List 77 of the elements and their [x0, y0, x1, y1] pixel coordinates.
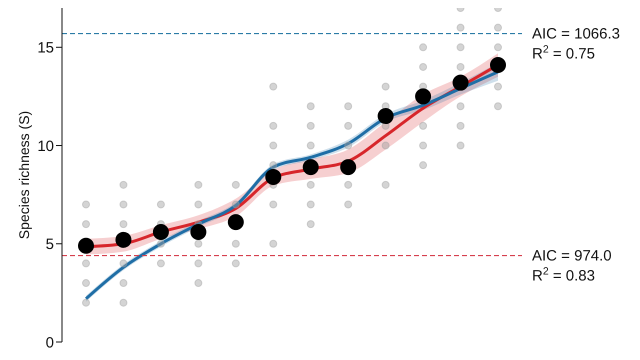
point [82, 279, 90, 288]
point [456, 102, 465, 110]
point [119, 259, 128, 268]
point [82, 200, 90, 208]
point [419, 161, 428, 170]
point [194, 259, 202, 268]
point [119, 279, 128, 288]
point [378, 108, 394, 124]
point [419, 43, 428, 52]
point [156, 259, 165, 268]
point [306, 102, 315, 110]
point [456, 142, 465, 150]
point [382, 180, 390, 189]
point [194, 279, 202, 288]
point [119, 180, 128, 189]
point [232, 200, 240, 208]
y-tick-label: 5 [46, 236, 54, 254]
point [115, 232, 132, 248]
point [269, 82, 278, 91]
y-tick-label: 0 [46, 334, 54, 352]
point [490, 56, 506, 73]
point [494, 24, 502, 32]
point [344, 122, 352, 130]
point [419, 62, 428, 71]
point [344, 180, 352, 189]
point [306, 200, 315, 208]
text: AIC = 1066.3 R$^{2}$ = 0.75 [532, 26, 620, 63]
point [344, 102, 352, 110]
point [382, 82, 390, 91]
point [340, 159, 356, 176]
point [382, 142, 390, 150]
point [494, 82, 502, 91]
point [456, 122, 465, 130]
point [419, 122, 428, 130]
point [306, 180, 315, 189]
point [415, 88, 432, 104]
point [306, 122, 315, 130]
point [119, 220, 128, 228]
point [232, 240, 240, 248]
point [269, 240, 278, 248]
y-axis-title: Species richness (S) [16, 110, 32, 240]
point [194, 180, 202, 189]
point [494, 102, 502, 110]
point [82, 220, 90, 228]
point [452, 74, 469, 91]
point [194, 200, 202, 208]
point [232, 180, 240, 189]
point [156, 240, 165, 248]
y-tick-label: 15 [37, 40, 54, 57]
point [82, 259, 90, 268]
point [419, 142, 428, 150]
point [306, 142, 315, 150]
point [82, 298, 90, 307]
point [265, 168, 282, 185]
point [494, 43, 502, 52]
point [78, 238, 94, 254]
point [269, 142, 278, 150]
point [456, 43, 465, 52]
point [344, 200, 352, 208]
point [456, 62, 465, 71]
point [152, 224, 169, 240]
point [302, 159, 319, 176]
point [119, 298, 128, 307]
point [269, 200, 278, 208]
point [269, 161, 278, 170]
point [194, 240, 202, 248]
point [232, 259, 240, 268]
point [306, 220, 315, 228]
point [119, 200, 128, 208]
point [269, 122, 278, 130]
text: AIC = 974.0 R$^{2}$ = 0.83 [532, 248, 612, 285]
point [344, 142, 352, 150]
y-tick-label: 10 [37, 138, 54, 155]
point [228, 214, 244, 230]
point [456, 24, 465, 32]
point [190, 224, 206, 240]
point [156, 200, 165, 208]
